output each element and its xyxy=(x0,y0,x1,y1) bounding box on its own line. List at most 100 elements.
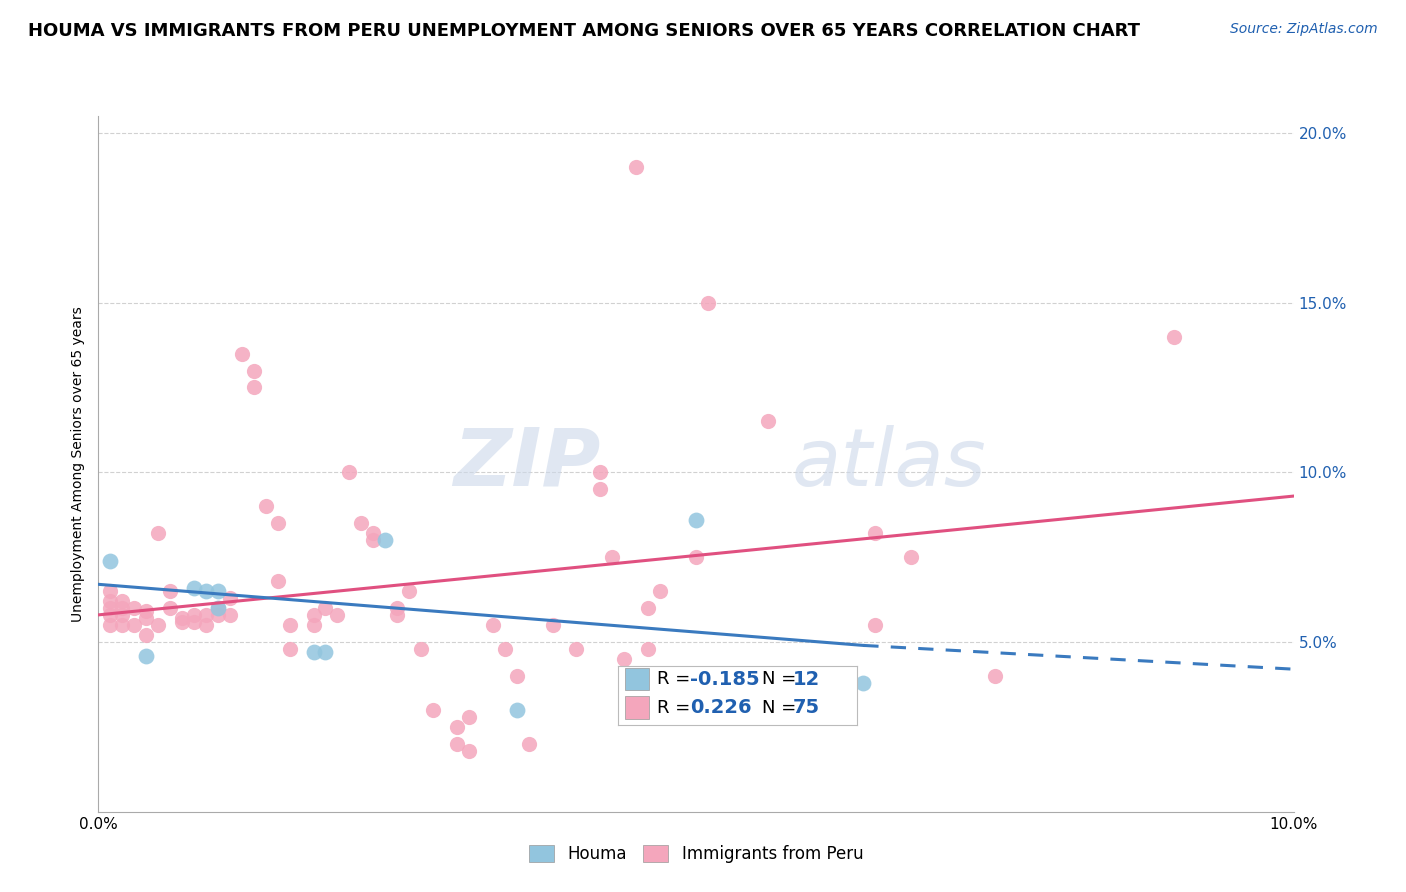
Point xyxy=(172,615,194,629)
Point xyxy=(135,628,157,642)
Point xyxy=(315,601,337,615)
Point xyxy=(446,720,468,734)
Point xyxy=(100,601,122,615)
Point xyxy=(363,526,385,541)
Point xyxy=(374,533,396,548)
Point xyxy=(517,737,540,751)
Point xyxy=(172,611,194,625)
Point xyxy=(506,669,529,683)
Point xyxy=(100,607,122,622)
Text: 0.226: 0.226 xyxy=(690,698,752,717)
Point xyxy=(446,737,468,751)
Point xyxy=(984,669,1007,683)
Point xyxy=(148,526,170,541)
Point xyxy=(100,553,122,567)
Text: 75: 75 xyxy=(793,698,820,717)
Point xyxy=(1163,329,1185,343)
Text: atlas: atlas xyxy=(792,425,987,503)
Point xyxy=(685,550,707,565)
Point xyxy=(411,641,433,656)
Point xyxy=(100,584,122,599)
Point xyxy=(637,601,659,615)
Text: R =: R = xyxy=(657,670,696,689)
Point xyxy=(458,709,481,723)
Point xyxy=(398,584,420,599)
Point xyxy=(481,618,505,632)
Point xyxy=(613,652,636,666)
Point xyxy=(111,607,134,622)
Point xyxy=(865,618,887,632)
Point xyxy=(219,591,242,605)
Text: HOUMA VS IMMIGRANTS FROM PERU UNEMPLOYMENT AMONG SENIORS OVER 65 YEARS CORRELATI: HOUMA VS IMMIGRANTS FROM PERU UNEMPLOYME… xyxy=(28,22,1140,40)
Point xyxy=(124,601,146,615)
Point xyxy=(243,380,266,394)
Point xyxy=(207,601,229,615)
FancyBboxPatch shape xyxy=(626,668,650,690)
Point xyxy=(231,346,253,360)
Point xyxy=(278,641,301,656)
Point xyxy=(195,618,218,632)
Point xyxy=(756,414,779,428)
FancyBboxPatch shape xyxy=(626,697,650,719)
Point xyxy=(100,618,122,632)
Point xyxy=(589,466,612,480)
Point xyxy=(135,648,157,663)
Point xyxy=(458,744,481,758)
Point xyxy=(385,607,409,622)
Legend: Houma, Immigrants from Peru: Houma, Immigrants from Peru xyxy=(522,838,870,870)
Point xyxy=(637,641,659,656)
Point xyxy=(852,675,875,690)
Point xyxy=(685,513,707,527)
Point xyxy=(267,574,290,588)
Point xyxy=(183,615,205,629)
Point xyxy=(278,618,301,632)
Point xyxy=(326,607,349,622)
Point xyxy=(148,618,170,632)
Y-axis label: Unemployment Among Seniors over 65 years: Unemployment Among Seniors over 65 years xyxy=(72,306,86,622)
Point xyxy=(159,584,181,599)
Point xyxy=(100,594,122,608)
Point xyxy=(541,618,564,632)
Point xyxy=(135,605,157,619)
Point xyxy=(195,584,218,599)
Point xyxy=(135,611,157,625)
Point xyxy=(506,703,529,717)
Text: N =: N = xyxy=(762,698,801,716)
Point xyxy=(195,607,218,622)
Point xyxy=(207,584,229,599)
Point xyxy=(183,581,205,595)
Point xyxy=(254,500,277,514)
Point xyxy=(565,641,588,656)
Text: R =: R = xyxy=(657,698,696,716)
Point xyxy=(302,645,325,659)
Point xyxy=(900,550,922,565)
Text: -0.185: -0.185 xyxy=(690,670,759,689)
Point xyxy=(589,483,612,497)
Text: ZIP: ZIP xyxy=(453,425,600,503)
Point xyxy=(865,526,887,541)
Point xyxy=(494,641,516,656)
Text: N =: N = xyxy=(762,670,801,689)
Point xyxy=(111,601,134,615)
Point xyxy=(363,533,385,548)
Point xyxy=(697,295,720,310)
Point xyxy=(315,645,337,659)
Point xyxy=(385,601,409,615)
Point xyxy=(111,618,134,632)
Point xyxy=(339,466,360,480)
Point xyxy=(207,607,229,622)
Point xyxy=(159,601,181,615)
Point xyxy=(422,703,444,717)
Point xyxy=(111,594,134,608)
Point xyxy=(267,516,290,531)
Text: 12: 12 xyxy=(793,670,820,689)
Point xyxy=(650,584,672,599)
Point xyxy=(207,601,229,615)
Point xyxy=(183,607,205,622)
Text: Source: ZipAtlas.com: Source: ZipAtlas.com xyxy=(1230,22,1378,37)
Point xyxy=(302,607,325,622)
Point xyxy=(243,363,266,377)
Point xyxy=(626,160,648,174)
Point xyxy=(219,607,242,622)
Point xyxy=(124,618,146,632)
